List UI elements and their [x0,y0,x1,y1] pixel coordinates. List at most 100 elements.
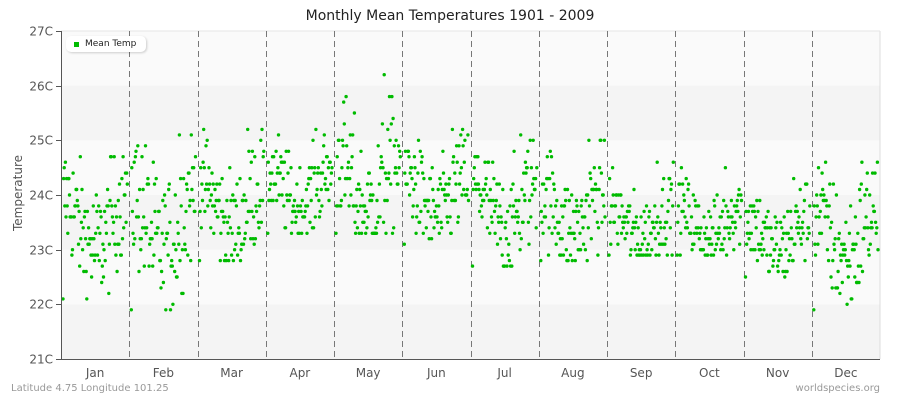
data-point [431,198,436,203]
data-point [253,155,257,159]
data-point [518,248,522,252]
data-point [208,198,212,203]
data-point [650,248,654,252]
data-point [611,193,615,197]
data-point [450,198,454,203]
data-point [679,231,683,235]
data-point [815,193,819,197]
data-point [381,166,385,170]
data-point [239,248,243,252]
data-point [552,182,556,186]
data-point [379,155,383,159]
data-point [409,166,414,170]
data-point [572,231,576,235]
data-point [722,198,726,203]
data-point [787,237,792,241]
data-point [749,231,754,235]
data-point [117,242,121,246]
data-point [215,182,219,186]
data-point [758,248,763,252]
data-point [634,215,639,219]
data-point [656,231,661,235]
data-point [666,209,670,214]
data-point [692,231,697,235]
data-point [321,160,325,164]
data-point [720,242,724,246]
data-point [629,248,633,252]
data-point [639,215,643,219]
data-point [311,138,315,142]
data-point [393,166,398,170]
data-point [206,204,210,208]
data-point [298,204,303,208]
data-point [491,198,495,203]
data-point [768,253,773,257]
data-point [140,155,144,159]
data-point [870,171,875,175]
data-point [426,209,430,214]
data-point [456,215,461,219]
data-point [112,155,116,159]
data-point [735,198,739,203]
x-tick-label: Apr [289,366,310,380]
data-point [653,237,658,241]
data-point [705,253,710,257]
data-point [384,231,388,235]
data-point [488,231,492,235]
data-point [289,166,293,170]
data-point [599,138,603,142]
data-point [492,209,497,214]
data-point [771,258,776,263]
data-point [184,182,189,186]
data-point [483,160,487,164]
data-point [118,215,122,219]
legend-label: Mean Temp [85,39,137,49]
data-point [851,242,856,246]
data-point [357,231,361,235]
data-point [184,209,188,214]
data-point [825,248,830,252]
data-point [865,187,869,192]
data-point [717,226,721,230]
data-point [80,248,85,252]
chart-title: Monthly Mean Temperatures 1901 - 2009 [305,8,595,24]
data-point [658,220,662,224]
data-point [259,220,264,224]
data-point [653,204,657,208]
data-point [83,209,87,214]
data-point [549,155,554,159]
data-point [274,149,278,153]
data-point [482,198,486,203]
data-point [446,193,450,197]
data-point [808,204,812,208]
data-point [863,226,868,230]
data-point [645,248,649,252]
data-point [697,204,701,208]
data-point [157,209,161,214]
data-point [189,258,193,263]
data-point [484,176,488,181]
data-point [524,171,528,175]
data-point [578,231,582,235]
data-point [272,155,276,159]
data-point [726,215,731,219]
data-point [131,242,136,246]
data-point [360,193,364,197]
data-point [541,231,545,235]
data-point [726,209,730,214]
data-point [550,171,555,175]
data-point [739,198,744,203]
data-point [660,187,665,192]
data-point [137,269,141,274]
data-point [260,198,265,203]
data-point [350,155,354,159]
y-tick-label: 21C [29,353,53,367]
data-point [168,220,172,224]
data-point [578,248,583,252]
data-point [292,198,297,203]
data-point [259,138,263,142]
data-point [110,215,115,219]
data-point [755,258,760,263]
data-point [517,231,522,235]
data-point [146,182,151,186]
